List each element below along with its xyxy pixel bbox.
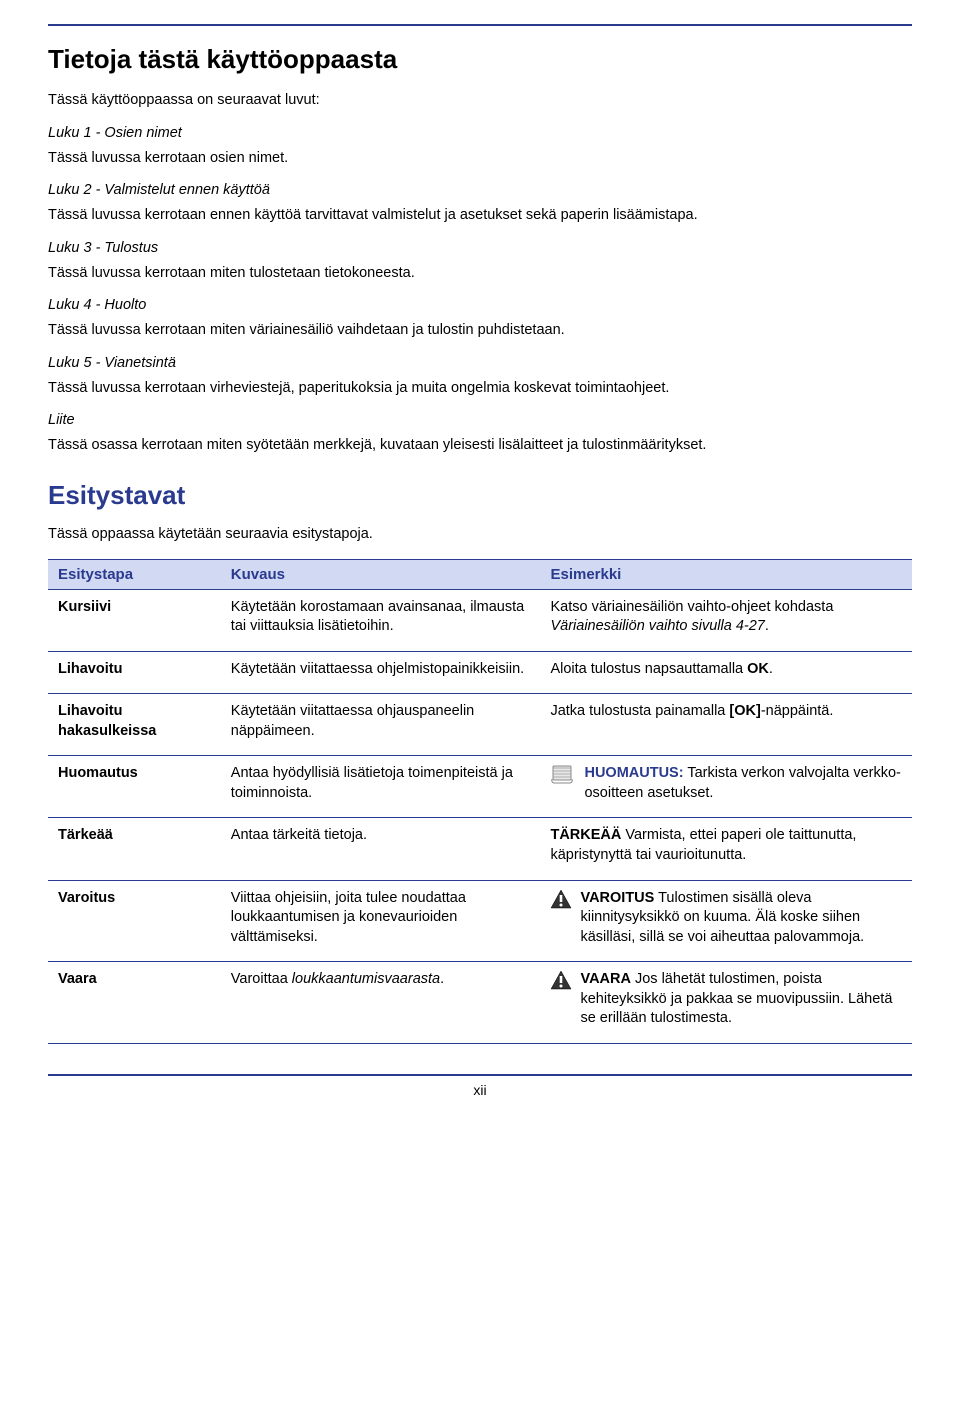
cell-style: Vaara [48,962,221,1044]
page-title: Tietoja tästä käyttöoppaasta [48,44,912,75]
cell-desc: Käytetään viitattaessa ohjauspaneelin nä… [221,694,541,756]
cell-example: VAARA Jos lähetät tulostimen, poista keh… [540,962,912,1044]
cell-example: TÄRKEÄÄ Varmista, ettei paperi ole taitt… [540,818,912,880]
chapter-desc: Tässä luvussa kerrotaan virheviestejä, p… [48,379,912,399]
cell-style: Lihavoitu hakasulkeissa [48,694,221,756]
chapter-desc: Tässä luvussa kerrotaan miten tulostetaa… [48,264,912,284]
cell-example: Katso väriainesäiliön vaihto-ohjeet kohd… [540,589,912,651]
cell-style: Tärkeää [48,818,221,880]
conventions-heading: Esitystavat [48,480,912,511]
chapter-label: Luku 4 - Huolto [48,297,912,313]
chapter-label: Luku 2 - Valmistelut ennen käyttöä [48,182,912,198]
table-row: LihavoituKäytetään viitattaessa ohjelmis… [48,651,912,694]
cell-example: Jatka tulostusta painamalla [OK]-näppäin… [540,694,912,756]
conventions-table: Esitystapa Kuvaus Esimerkki KursiiviKäyt… [48,559,912,1044]
cell-style: Huomautus [48,756,221,818]
page-number: xii [48,1082,912,1098]
cell-desc: Antaa hyödyllisiä lisätietoja toimenpite… [221,756,541,818]
chapter-label: Liite [48,412,912,428]
table-row: KursiiviKäytetään korostamaan avainsanaa… [48,589,912,651]
table-row: VaaraVaroittaa loukkaantumisvaarasta.VAA… [48,962,912,1044]
cell-desc: Viittaa ohjeisiin, joita tulee noudattaa… [221,880,541,962]
warning-icon [550,970,572,990]
th-style: Esitystapa [48,559,221,589]
cell-desc: Antaa tärkeitä tietoja. [221,818,541,880]
table-row: VaroitusViittaa ohjeisiin, joita tulee n… [48,880,912,962]
chapter-desc: Tässä luvussa kerrotaan osien nimet. [48,149,912,169]
warning-icon [550,889,572,909]
chapter-label: Luku 5 - Vianetsintä [48,355,912,371]
cell-desc: Käytetään viitattaessa ohjelmistopainikk… [221,651,541,694]
top-rule [48,24,912,26]
intro-text: Tässä käyttöoppaassa on seuraavat luvut: [48,91,912,111]
table-row: HuomautusAntaa hyödyllisiä lisätietoja t… [48,756,912,818]
table-body: KursiiviKäytetään korostamaan avainsanaa… [48,589,912,1043]
cell-desc: Käytetään korostamaan avainsanaa, ilmaus… [221,589,541,651]
chapter-desc: Tässä osassa kerrotaan miten syötetään m… [48,436,912,456]
cell-example: HUOMAUTUS: Tarkista verkon valvojalta ve… [540,756,912,818]
chapter-label: Luku 3 - Tulostus [48,240,912,256]
chapters-list: Luku 1 - Osien nimet Tässä luvussa kerrot… [48,125,912,456]
cell-style: Lihavoitu [48,651,221,694]
note-icon [550,764,576,786]
conventions-sub: Tässä oppaassa käytetään seuraavia esity… [48,525,912,545]
cell-style: Kursiivi [48,589,221,651]
chapter-label: Luku 1 - Osien nimet [48,125,912,141]
th-example: Esimerkki [540,559,912,589]
table-row: Lihavoitu hakasulkeissaKäytetään viitatt… [48,694,912,756]
cell-example: VAROITUS Tulostimen sisällä oleva kiinni… [540,880,912,962]
chapter-desc: Tässä luvussa kerrotaan miten väriainesä… [48,321,912,341]
cell-desc: Varoittaa loukkaantumisvaarasta. [221,962,541,1044]
table-row: TärkeääAntaa tärkeitä tietoja.TÄRKEÄÄ Va… [48,818,912,880]
chapter-desc: Tässä luvussa kerrotaan ennen käyttöä ta… [48,206,912,226]
th-desc: Kuvaus [221,559,541,589]
bottom-rule [48,1074,912,1076]
cell-style: Varoitus [48,880,221,962]
cell-example: Aloita tulostus napsauttamalla OK. [540,651,912,694]
